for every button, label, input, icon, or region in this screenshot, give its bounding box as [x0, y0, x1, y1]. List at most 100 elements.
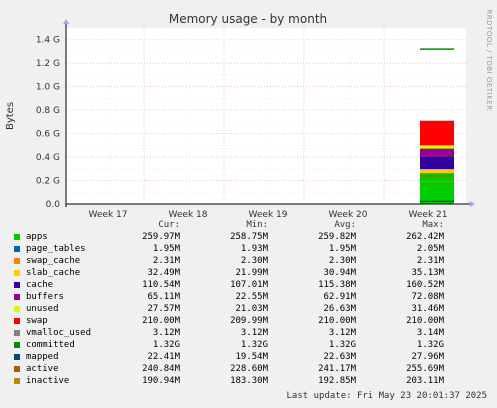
- legend-max: 2.31M: [416, 256, 444, 266]
- legend-name: inactive: [26, 376, 70, 386]
- legend-max: 203.11M: [406, 376, 444, 386]
- legend-min: 1.32G: [240, 340, 268, 350]
- legend-avg: 62.91M: [323, 292, 356, 302]
- area-swap-cache: [420, 172, 454, 174]
- legend-avg: 1.32G: [328, 340, 356, 350]
- legend-name: buffers: [26, 292, 64, 302]
- rrdtool-credit: RRDTOOL / TOBI OETIKER: [485, 9, 493, 110]
- legend-min: 228.60M: [230, 364, 268, 374]
- legend-row-committed: committed 1.32G 1.32G 1.32G 1.32G: [14, 339, 488, 351]
- legend-swatch: [14, 330, 20, 336]
- legend-max: 262.42M: [406, 232, 444, 242]
- legend-name: page_tables: [26, 244, 86, 254]
- legend-swatch: [14, 306, 20, 312]
- legend-avg: 115.38M: [318, 280, 356, 290]
- legend-name: swap: [26, 316, 48, 326]
- legend-max: 255.69M: [406, 364, 444, 374]
- legend-name: slab_cache: [26, 268, 81, 278]
- legend-avg: 30.94M: [323, 268, 356, 278]
- legend-name: swap_cache: [26, 256, 81, 266]
- x-axis-arrow: [470, 201, 475, 207]
- legend-row-inactive: inactive 190.94M 183.30M 192.85M 203.11M: [14, 375, 488, 387]
- legend-avg: 259.82M: [318, 232, 356, 242]
- area-swap: [420, 120, 454, 146]
- legend-min: 183.30M: [230, 376, 268, 386]
- legend-row-unused: unused 27.57M 21.03M 26.63M 31.46M: [14, 303, 488, 315]
- legend-name: vmalloc_used: [26, 328, 92, 338]
- legend-header: Cur: Min: Avg: Max:: [14, 219, 488, 231]
- legend-name: unused: [26, 304, 59, 314]
- y-tick-label: 1.2 G: [36, 59, 60, 69]
- area-slab-cache: [420, 169, 454, 173]
- legend-max: 27.96M: [411, 352, 444, 362]
- legend-row-cache: cache 110.54M 107.01M 115.38M 160.52M: [14, 279, 488, 291]
- legend-swatch: [14, 294, 20, 300]
- legend-max: 31.46M: [411, 304, 444, 314]
- legend-name: mapped: [26, 352, 59, 362]
- y-axis-arrow: [63, 19, 69, 24]
- y-axis-label: Bytes: [5, 102, 16, 130]
- legend-cur: 259.97M: [142, 232, 180, 242]
- y-tick-label: 0.2 G: [36, 177, 60, 187]
- header-min: Min:: [246, 220, 268, 230]
- legend-min: 3.12M: [240, 328, 268, 338]
- legend-avg: 241.17M: [318, 364, 356, 374]
- legend-cur: 240.84M: [142, 364, 180, 374]
- legend-swatch: [14, 246, 20, 252]
- legend-cur: 3.12M: [152, 328, 180, 338]
- legend-avg: 22.63M: [323, 352, 356, 362]
- legend-cur: 190.94M: [142, 376, 180, 386]
- x-tick-label: Week 20: [329, 210, 368, 220]
- area-buffers: [420, 148, 454, 157]
- legend-max: 1.32G: [416, 340, 444, 350]
- legend-name: active: [26, 364, 59, 374]
- legend-swatch: [14, 378, 20, 384]
- y-tick-label: 1.4 G: [36, 36, 60, 46]
- y-tick-label: 1.0 G: [36, 83, 60, 93]
- area-cache: [420, 156, 454, 170]
- legend-cur: 32.49M: [147, 268, 180, 278]
- header-cur: Cur:: [158, 220, 180, 230]
- data-marks: [420, 48, 454, 205]
- legend-min: 22.55M: [235, 292, 268, 302]
- chart-title: Memory usage - by month: [169, 12, 327, 26]
- y-tick-label: 0.4 G: [36, 153, 60, 163]
- plot-area: [66, 28, 466, 204]
- legend-max: 35.13M: [411, 268, 444, 278]
- legend-row-vmalloc-used: vmalloc_used 3.12M 3.12M 3.12M 3.14M: [14, 327, 488, 339]
- legend-min: 107.01M: [230, 280, 268, 290]
- legend-max: 210.00M: [406, 316, 444, 326]
- legend-row-mapped: mapped 22.41M 19.54M 22.63M 27.96M: [14, 351, 488, 363]
- last-update: Last update: Fri May 23 20:01:37 2025: [286, 391, 487, 401]
- legend-name: cache: [26, 280, 54, 290]
- legend-cur: 65.11M: [147, 292, 180, 302]
- area-apps: [420, 173, 454, 204]
- legend-min: 1.93M: [240, 244, 268, 254]
- legend: Cur: Min: Avg: Max: apps 259.97M 258.75M 25…: [14, 219, 488, 387]
- legend-swatch: [14, 282, 20, 288]
- legend-swatch: [14, 342, 20, 348]
- legend-avg: 192.85M: [318, 376, 356, 386]
- legend-max: 3.14M: [416, 328, 444, 338]
- header-avg: Avg:: [334, 220, 356, 230]
- y-tick-label: 0.0: [46, 200, 61, 210]
- legend-cur: 1.95M: [152, 244, 180, 254]
- header-max: Max:: [422, 220, 444, 230]
- x-tick-label: Week 21: [409, 210, 448, 220]
- legend-row-swap-cache: swap_cache 2.31M 2.30M 2.30M 2.31M: [14, 255, 488, 267]
- legend-avg: 210.00M: [318, 316, 356, 326]
- legend-swatch: [14, 234, 20, 240]
- legend-swatch: [14, 270, 20, 276]
- x-tick-label: Week 17: [89, 210, 128, 220]
- legend-max: 160.52M: [406, 280, 444, 290]
- legend-max: 2.05M: [416, 244, 444, 254]
- legend-row-apps: apps 259.97M 258.75M 259.82M 262.42M: [14, 231, 488, 243]
- x-tick-label: Week 19: [249, 210, 288, 220]
- legend-swatch: [14, 366, 20, 372]
- legend-cur: 2.31M: [152, 256, 180, 266]
- legend-cur: 210.00M: [142, 316, 180, 326]
- legend-swatch: [14, 354, 20, 360]
- legend-cur: 27.57M: [147, 304, 180, 314]
- legend-row-active: active 240.84M 228.60M 241.17M 255.69M: [14, 363, 488, 375]
